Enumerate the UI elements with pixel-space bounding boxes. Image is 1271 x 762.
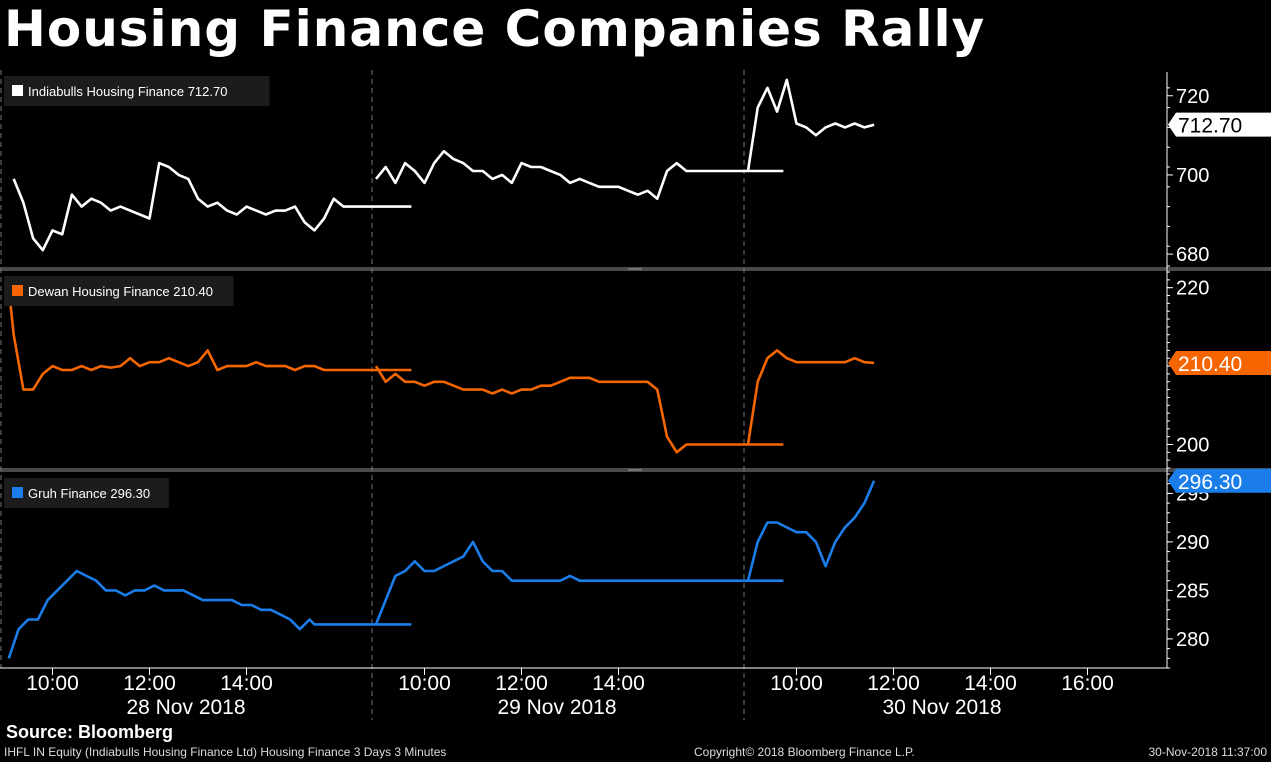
series-line-gruh-finance <box>746 480 876 582</box>
last-value-label: 296.30 <box>1178 471 1242 494</box>
series-line-dewan-housing-finance <box>7 287 412 391</box>
y-tick-label: 280 <box>1176 629 1209 651</box>
x-tick-label: 12:00 <box>123 672 176 695</box>
series-line-dewan-housing-finance <box>746 349 875 445</box>
footer-ticker-description: IHFL IN Equity (Indiabulls Housing Finan… <box>4 745 447 759</box>
legend-swatch <box>12 85 23 96</box>
x-tick-label: 14:00 <box>964 672 1017 695</box>
legend-box <box>4 478 169 508</box>
x-tick-label: 16:00 <box>1061 672 1114 695</box>
last-value-callout <box>1168 468 1271 493</box>
legend-box <box>4 276 234 306</box>
date-label: 28 Nov 2018 <box>126 696 245 719</box>
x-tick-label: 10:00 <box>770 672 823 695</box>
x-tick-label: 14:00 <box>592 672 645 695</box>
y-tick-label: 290 <box>1176 532 1209 554</box>
x-tick-label: 12:00 <box>867 672 920 695</box>
y-tick-label: 720 <box>1176 86 1209 108</box>
y-tick-label: 700 <box>1176 165 1209 187</box>
series-line-indiabulls-housing-finance <box>746 78 875 172</box>
last-value-label: 210.40 <box>1178 353 1242 376</box>
date-label: 29 Nov 2018 <box>497 696 616 719</box>
last-value-callout <box>1168 350 1271 375</box>
series-line-gruh-finance <box>374 540 784 625</box>
x-tick-label: 12:00 <box>495 672 548 695</box>
series-line-dewan-housing-finance <box>374 365 784 454</box>
x-tick-label: 10:00 <box>398 672 451 695</box>
last-value-label: 712.70 <box>1178 115 1242 138</box>
y-tick-label: 220 <box>1176 278 1209 300</box>
y-tick-label: 200 <box>1176 434 1209 456</box>
legend-label: Dewan Housing Finance 210.40 <box>28 284 213 299</box>
legend-swatch <box>12 285 23 296</box>
source-label: Source: Bloomberg <box>6 722 174 742</box>
date-label: 30 Nov 2018 <box>882 696 1001 719</box>
legend-swatch <box>12 487 23 498</box>
series-line-indiabulls-housing-finance <box>374 149 784 200</box>
series-line-indiabulls-housing-finance <box>12 161 412 252</box>
x-tick-label: 14:00 <box>220 672 273 695</box>
y-tick-label: 285 <box>1176 580 1209 602</box>
last-value-callout <box>1168 112 1271 137</box>
footer-copyright: Copyright© 2018 Bloomberg Finance L.P. <box>694 745 915 759</box>
legend-label: Gruh Finance 296.30 <box>28 486 150 501</box>
footer-timestamp: 30-Nov-2018 11:37:00 <box>1148 745 1267 759</box>
series-line-gruh-finance <box>7 569 412 659</box>
legend-box <box>4 76 270 106</box>
x-tick-label: 10:00 <box>26 672 79 695</box>
legend-label: Indiabulls Housing Finance 712.70 <box>28 84 227 99</box>
chart-title: Housing Finance Companies Rally <box>4 0 986 58</box>
y-tick-label: 680 <box>1176 244 1209 266</box>
